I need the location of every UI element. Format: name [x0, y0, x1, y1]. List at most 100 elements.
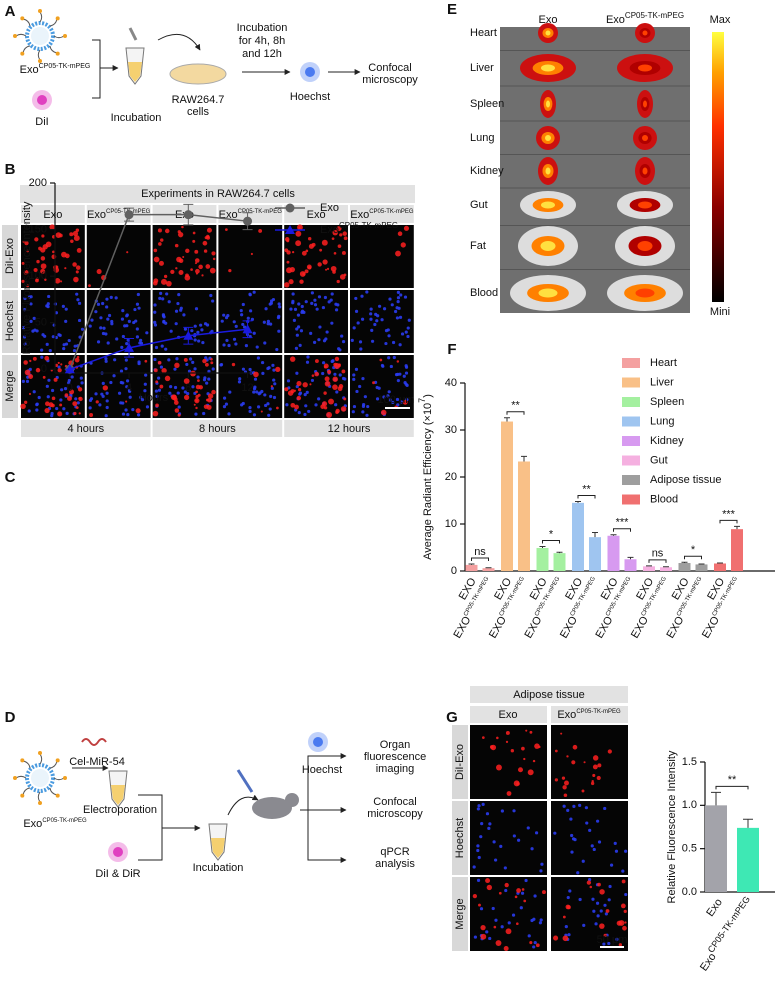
bar — [465, 564, 478, 571]
decoration — [386, 328, 390, 332]
decoration — [310, 291, 314, 295]
label: DiI-Exo — [4, 238, 16, 274]
decoration — [554, 749, 558, 753]
decoration — [124, 358, 128, 362]
decoration — [119, 380, 123, 385]
decoration — [607, 898, 611, 902]
significance-label: * — [549, 528, 554, 540]
decoration — [186, 391, 190, 396]
decoration — [267, 413, 271, 417]
x-tick-label-base: EXO — [700, 614, 722, 641]
decoration — [494, 918, 498, 922]
decoration — [332, 229, 338, 236]
decoration — [136, 413, 141, 417]
decoration — [124, 408, 128, 412]
decoration — [121, 401, 125, 405]
decoration — [248, 409, 252, 414]
decoration — [197, 339, 201, 343]
decoration — [40, 355, 44, 359]
decoration — [326, 411, 333, 418]
decoration — [567, 933, 571, 937]
significance-bracket — [471, 557, 489, 561]
y-tick-label: 100 — [29, 270, 47, 282]
decoration — [32, 356, 37, 361]
label-base: Exo — [557, 709, 576, 721]
decoration — [481, 802, 485, 807]
y-tick-label: 10 — [445, 518, 457, 530]
legend-label: Exo — [320, 202, 339, 214]
decoration — [74, 397, 78, 401]
bar — [624, 559, 637, 571]
decoration — [249, 309, 253, 313]
decoration — [47, 294, 51, 299]
decoration — [300, 310, 304, 314]
bar — [518, 461, 530, 571]
decoration — [404, 330, 408, 334]
decoration — [194, 398, 200, 404]
decoration — [512, 809, 516, 813]
decoration — [352, 373, 356, 377]
decoration — [317, 397, 321, 401]
decoration — [599, 909, 603, 913]
label: 100 μm — [378, 394, 415, 406]
decoration — [37, 395, 41, 400]
decoration — [35, 402, 39, 406]
series-line — [69, 328, 248, 370]
decoration — [49, 45, 58, 54]
label: Exo — [539, 14, 558, 26]
decoration — [285, 403, 289, 407]
decoration — [177, 413, 181, 417]
decoration — [566, 755, 569, 758]
decoration — [305, 360, 310, 364]
decoration — [47, 378, 51, 382]
decoration — [375, 385, 379, 390]
decoration — [72, 230, 79, 237]
decoration — [295, 240, 302, 247]
decoration — [42, 375, 46, 379]
decoration — [67, 395, 72, 401]
label: 12 hours — [328, 423, 371, 435]
decoration — [520, 891, 525, 895]
legend-label: Heart — [650, 357, 677, 369]
decoration — [163, 274, 168, 279]
x-tick-label: ExoCP05-TK-mPEG — [695, 894, 757, 973]
organ-label: Kidney — [470, 165, 504, 177]
decoration — [253, 377, 258, 381]
significance-bracket — [715, 785, 749, 790]
decoration — [115, 337, 119, 341]
decoration — [365, 290, 369, 294]
decoration — [193, 324, 197, 328]
decoration — [73, 411, 77, 415]
decoration — [204, 362, 209, 367]
decoration — [170, 394, 177, 401]
label: Hoechst — [4, 301, 16, 341]
decoration — [491, 906, 495, 911]
decoration — [583, 761, 586, 764]
decoration — [540, 862, 544, 866]
decoration — [194, 412, 198, 416]
decoration — [75, 406, 79, 410]
decoration — [590, 781, 595, 786]
decoration — [161, 314, 166, 318]
decoration — [540, 241, 556, 251]
decoration — [59, 403, 63, 407]
x-tick-label-base: Exo — [704, 897, 725, 919]
organ-label: Spleen — [470, 98, 504, 110]
decoration — [126, 413, 130, 417]
decoration — [271, 297, 276, 302]
decoration — [248, 293, 252, 297]
decoration — [521, 888, 525, 891]
decoration — [541, 890, 546, 895]
decoration — [38, 9, 42, 13]
decoration — [89, 397, 94, 401]
decoration — [76, 247, 82, 253]
decoration — [38, 801, 42, 805]
decoration — [487, 826, 491, 830]
decoration — [192, 239, 196, 243]
decoration — [588, 828, 592, 833]
significance-label: ns — [652, 548, 664, 560]
decoration — [264, 403, 268, 408]
x-axis-title: Hours — [139, 392, 169, 404]
decoration — [470, 801, 547, 875]
decoration — [158, 242, 162, 246]
